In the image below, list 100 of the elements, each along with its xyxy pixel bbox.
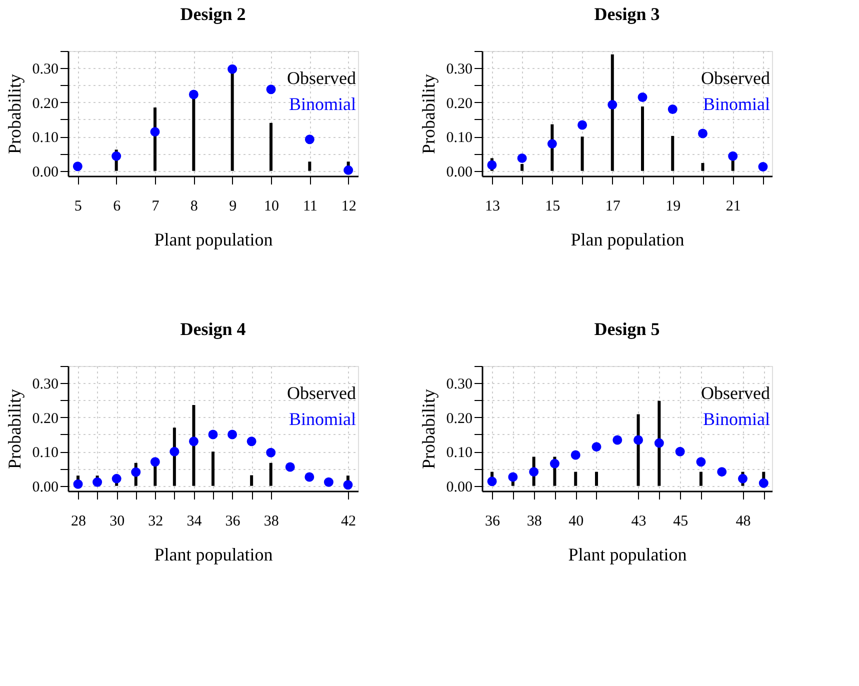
point bbox=[638, 92, 648, 102]
point bbox=[266, 448, 276, 458]
y-tick-label: 0.00 bbox=[446, 164, 472, 180]
x-tick-label: 38 bbox=[264, 514, 279, 530]
point bbox=[112, 474, 122, 484]
y-axis-title: Probability bbox=[418, 389, 438, 469]
text: Observed bbox=[287, 383, 356, 403]
x-tick-label: 32 bbox=[148, 514, 164, 530]
y-tick-label: 0.30 bbox=[32, 376, 58, 393]
y-tick-label: 0.00 bbox=[32, 164, 58, 180]
point bbox=[487, 476, 497, 486]
x-tick-label: 7 bbox=[152, 198, 160, 214]
series-label: Binomial bbox=[703, 94, 770, 114]
x-axis-title: Plant population bbox=[154, 230, 273, 250]
point bbox=[246, 436, 256, 446]
point bbox=[698, 128, 708, 138]
x-tick-label: 34 bbox=[186, 514, 202, 530]
point bbox=[612, 435, 622, 445]
point bbox=[758, 162, 768, 172]
x-tick-label: 12 bbox=[341, 198, 356, 214]
x-tick-label: 15 bbox=[545, 198, 560, 214]
point bbox=[73, 479, 83, 489]
y-tick-label: 0.00 bbox=[446, 479, 472, 496]
x-tick-label: 13 bbox=[484, 198, 500, 214]
point bbox=[266, 84, 276, 94]
point bbox=[675, 446, 685, 456]
point bbox=[304, 472, 314, 482]
x-tick-label: 6 bbox=[113, 198, 122, 214]
text: Observed bbox=[701, 68, 770, 88]
x-tick-label: 30 bbox=[110, 514, 125, 530]
x-tick-label: 19 bbox=[666, 198, 681, 214]
y-axis-title: Probability bbox=[418, 74, 438, 154]
x-tick-label: 36 bbox=[485, 514, 501, 530]
y-tick-label: 0.20 bbox=[32, 96, 58, 112]
series-label: Binomial bbox=[289, 94, 356, 114]
point bbox=[570, 450, 580, 460]
point bbox=[285, 462, 295, 472]
x-tick-label: 5 bbox=[74, 198, 82, 214]
series-label: Binomial bbox=[289, 409, 356, 429]
x-tick-label: 8 bbox=[190, 198, 198, 214]
point bbox=[228, 430, 238, 440]
chart-title: Design 5 bbox=[594, 319, 660, 339]
point bbox=[592, 442, 602, 452]
point bbox=[728, 151, 738, 161]
point bbox=[550, 458, 560, 468]
point bbox=[717, 467, 727, 477]
x-tick-label: 42 bbox=[340, 514, 356, 530]
point bbox=[188, 436, 198, 446]
point bbox=[131, 467, 141, 477]
text: Observed bbox=[287, 68, 356, 88]
y-tick-label: 0.20 bbox=[446, 410, 472, 427]
x-axis-title: Plan population bbox=[570, 230, 684, 250]
point bbox=[344, 165, 354, 175]
point bbox=[343, 480, 353, 490]
x-tick-label: 38 bbox=[526, 514, 542, 530]
point bbox=[517, 153, 527, 163]
x-tick-label: 21 bbox=[726, 198, 741, 214]
point bbox=[529, 467, 539, 477]
point bbox=[738, 474, 748, 484]
point bbox=[304, 134, 314, 144]
point bbox=[150, 457, 160, 467]
y-tick-label: 0.20 bbox=[446, 96, 472, 112]
y-axis-title: Probability bbox=[4, 389, 24, 469]
point bbox=[92, 477, 102, 487]
chart-title: Design 2 bbox=[180, 4, 246, 24]
y-tick-label: 0.10 bbox=[446, 130, 472, 146]
y-axis-title: Probability bbox=[4, 74, 24, 154]
x-tick-label: 17 bbox=[605, 198, 621, 214]
point bbox=[668, 104, 678, 114]
y-tick-label: 0.00 bbox=[32, 479, 58, 496]
point bbox=[112, 151, 122, 161]
y-tick-label: 0.30 bbox=[32, 62, 58, 78]
x-tick-label: 10 bbox=[264, 198, 279, 214]
point bbox=[170, 446, 180, 456]
x-tick-label: 11 bbox=[302, 198, 318, 214]
point bbox=[487, 160, 497, 170]
point bbox=[208, 430, 218, 440]
y-tick-label: 0.30 bbox=[446, 62, 472, 78]
point bbox=[228, 64, 238, 74]
x-axis-title: Plant population bbox=[568, 544, 687, 564]
point bbox=[324, 477, 334, 487]
x-axis-title: Plant population bbox=[154, 544, 273, 564]
point bbox=[634, 435, 644, 445]
x-tick-label: 36 bbox=[225, 514, 241, 530]
point bbox=[758, 478, 768, 488]
chart-title: Design 3 bbox=[594, 4, 660, 24]
point bbox=[608, 100, 618, 110]
series-label: Binomial bbox=[703, 409, 770, 429]
point bbox=[547, 139, 557, 149]
chart-title: Design 4 bbox=[180, 319, 246, 339]
point bbox=[150, 127, 160, 137]
point bbox=[578, 120, 588, 130]
point bbox=[508, 472, 518, 482]
x-tick-label: 9 bbox=[229, 198, 237, 214]
y-tick-label: 0.10 bbox=[32, 445, 58, 462]
point bbox=[188, 90, 198, 100]
point bbox=[696, 457, 706, 467]
x-tick-label: 40 bbox=[568, 514, 584, 530]
point bbox=[72, 162, 82, 172]
x-tick-label: 43 bbox=[631, 514, 646, 530]
